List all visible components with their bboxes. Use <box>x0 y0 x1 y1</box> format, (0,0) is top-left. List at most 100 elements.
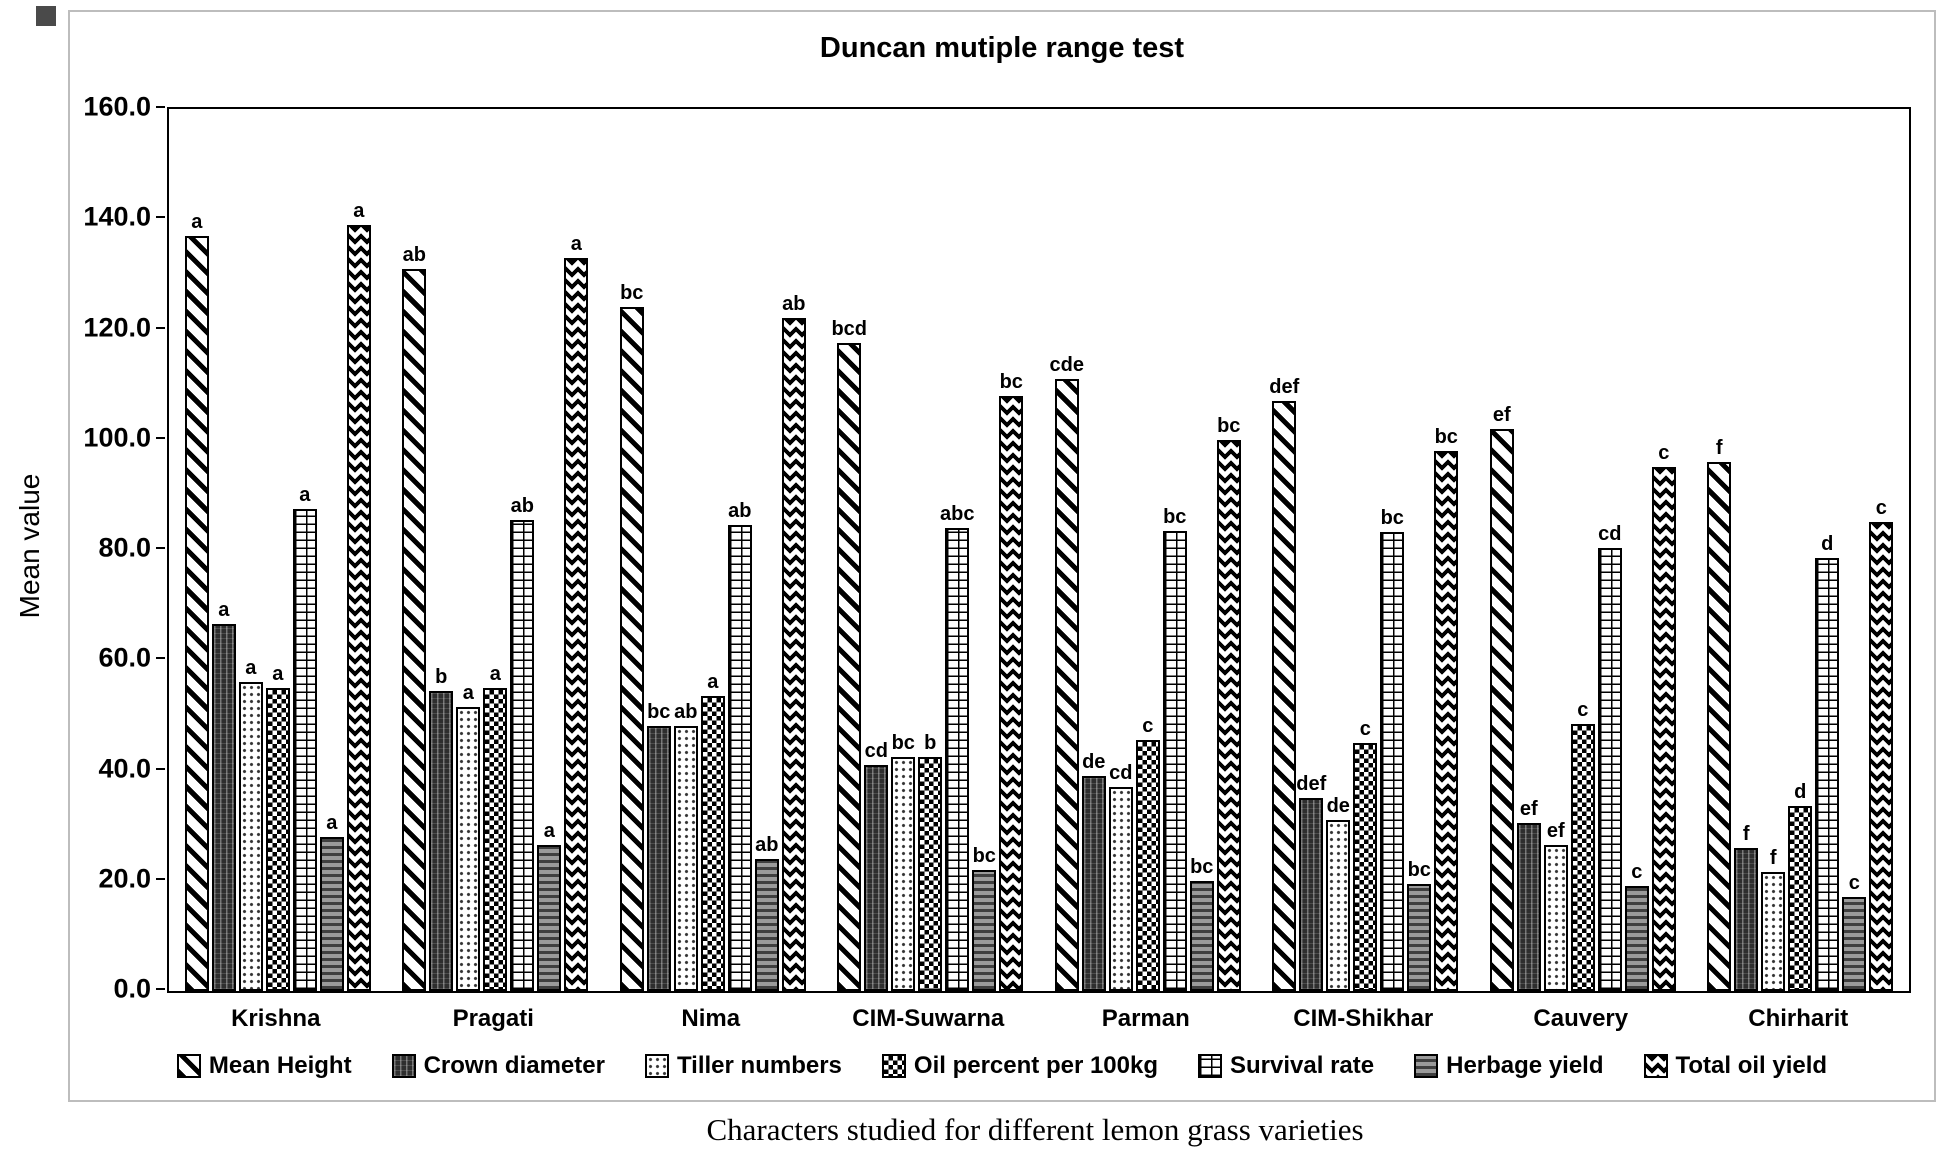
bar-cauvery-survival-rate: cd <box>1597 523 1622 991</box>
bar-parman-total-oil-yield: bc <box>1216 415 1241 991</box>
y-tick-mark <box>156 767 165 770</box>
legend-item-survival-rate: Survival rate <box>1198 1052 1374 1080</box>
y-tick-label: 140.0 <box>83 201 151 232</box>
significance-letter: a <box>299 483 311 506</box>
bar-nima-survival-rate: ab <box>727 500 752 991</box>
bar-pragati-herbage-yield: a <box>537 820 562 991</box>
bar-group-cauvery: ef ef ef c cd c c <box>1474 109 1692 991</box>
category-label-cauvery: Cauvery <box>1533 1005 1629 1032</box>
bar-cim-shikhar-survival-rate: bc <box>1380 507 1405 991</box>
bar-chirharit-mean-height: f <box>1707 437 1732 991</box>
bar-parman-herbage-yield: bc <box>1189 856 1214 991</box>
significance-letter: bc <box>891 731 915 754</box>
plot-area: a a a a a a a ab b a a ab a a bc bc ab a ab ab ab bcd cd bc b abc… <box>167 107 1911 993</box>
bar-group-cim-suwarna: bcd cd bc b abc bc bc <box>822 109 1040 991</box>
bar-chirharit-total-oil-yield: c <box>1869 497 1894 991</box>
bar-nima-crown-diameter: bc <box>646 701 671 991</box>
bar-pragati-oil-percent-per-100kg: a <box>483 663 508 991</box>
significance-letter: a <box>462 682 474 705</box>
bar-pragati-mean-height: ab <box>402 244 427 991</box>
bar-parman-survival-rate: bc <box>1162 506 1187 991</box>
bar-cim-shikhar-oil-percent-per-100kg: c <box>1353 718 1378 991</box>
significance-letter: cd <box>1598 523 1622 546</box>
y-tick-mark <box>156 547 165 549</box>
significance-letter: ab <box>510 494 534 517</box>
legend-swatch-herbage-yield-icon <box>1414 1054 1439 1078</box>
chart-frame: Duncan mutiple range test 0.0 20.0 40.0 60.… <box>68 10 1936 1102</box>
y-tick-mark <box>156 657 165 660</box>
bar-cauvery-mean-height: ef <box>1489 404 1514 991</box>
significance-letter: f <box>1769 847 1777 870</box>
legend-swatch-oil-percent-per-100kg-icon <box>881 1054 906 1078</box>
y-axis: 0.0 20.0 40.0 60.0 80.0 100.0 120.0 140.0 160.0 <box>70 92 165 1004</box>
bar-cim-suwarna-mean-height: bcd <box>831 318 867 991</box>
bar-nima-mean-height: bc <box>619 282 644 991</box>
bar-pragati-crown-diameter: b <box>429 666 454 991</box>
bar-cim-suwarna-total-oil-yield: bc <box>999 371 1024 991</box>
bar-krishna-total-oil-yield: a <box>346 200 371 991</box>
bar-cauvery-total-oil-yield: c <box>1651 442 1676 991</box>
significance-letter: bc <box>1407 858 1431 881</box>
significance-letter: b <box>924 731 937 754</box>
significance-letter: f <box>1742 822 1750 845</box>
legend-label: Herbage yield <box>1446 1052 1604 1079</box>
bar-parman-mean-height: cde <box>1050 354 1084 991</box>
bar-pragati-survival-rate: ab <box>510 495 535 991</box>
chart-title: Duncan mutiple range test <box>819 32 1185 64</box>
significance-letter: abc <box>940 502 975 525</box>
significance-letter: bc <box>999 370 1023 393</box>
bar-cauvery-tiller-numbers: ef <box>1543 820 1568 991</box>
significance-letter: a <box>272 662 284 685</box>
bar-nima-total-oil-yield: ab <box>781 293 806 991</box>
significance-letter: cde <box>1049 354 1084 377</box>
category-label-cim-suwarna: CIM-Suwarna <box>852 1005 1005 1032</box>
category-label-parman: Parman <box>1101 1005 1190 1032</box>
legend-swatch-crown-diameter-icon <box>391 1054 416 1078</box>
bar-cim-suwarna-tiller-numbers: bc <box>891 732 916 991</box>
significance-letter: bc <box>647 701 671 724</box>
legend-item-herbage-yield: Herbage yield <box>1414 1052 1604 1080</box>
legend-label: Crown diameter <box>423 1052 605 1079</box>
bar-chirharit-survival-rate: d <box>1815 533 1840 991</box>
bar-chirharit-herbage-yield: c <box>1842 872 1867 991</box>
legend: Mean Height Crown diameter Tiller numbers O… <box>70 1052 1934 1080</box>
legend-label: Mean Height <box>208 1052 352 1079</box>
y-axis-title: Mean value <box>14 473 45 619</box>
significance-letter: bc <box>972 844 996 867</box>
significance-letter: d <box>1821 533 1834 556</box>
legend-label: Survival rate <box>1230 1052 1375 1079</box>
bar-krishna-crown-diameter: a <box>211 599 236 991</box>
significance-letter: bc <box>1163 505 1187 528</box>
significance-letter: ab <box>402 243 426 266</box>
bar-parman-oil-percent-per-100kg: c <box>1135 715 1160 991</box>
significance-letter: c <box>1875 497 1887 520</box>
bar-group-nima: bc bc ab a ab ab ab <box>604 109 822 991</box>
x-axis-category-labels: Krishna Pragati Nima CIM-Suwarna Parman CIM-S… <box>167 997 1907 1037</box>
significance-letter: bcd <box>831 318 868 341</box>
x-axis-caption: Characters studied for different lemon g… <box>706 1112 1364 1147</box>
significance-letter: a <box>543 819 555 842</box>
bar-krishna-herbage-yield: a <box>319 812 344 991</box>
bar-cim-shikhar-mean-height: def <box>1269 376 1299 991</box>
bar-chirharit-tiller-numbers: f <box>1761 847 1786 991</box>
y-tick-mark <box>156 988 165 990</box>
significance-letter: c <box>1848 872 1860 895</box>
bar-group-cim-shikhar: def def de c bc bc bc <box>1257 109 1475 991</box>
legend-swatch-tiller-numbers-icon <box>644 1054 669 1078</box>
significance-letter: a <box>245 657 257 680</box>
y-tick-mark <box>156 877 165 880</box>
legend-item-tiller-numbers: Tiller numbers <box>644 1052 842 1080</box>
significance-letter: d <box>1794 781 1807 804</box>
significance-letter: a <box>191 210 203 233</box>
corner-artifact <box>36 6 56 26</box>
significance-letter: f <box>1715 436 1723 459</box>
bar-parman-crown-diameter: de <box>1081 751 1106 991</box>
bar-cim-shikhar-herbage-yield: bc <box>1407 859 1432 991</box>
significance-letter: a <box>353 199 365 222</box>
legend-item-total-oil-yield: Total oil yield <box>1643 1052 1827 1080</box>
significance-letter: bc <box>1380 506 1404 529</box>
bar-cauvery-oil-percent-per-100kg: c <box>1570 699 1595 991</box>
y-tick-label: 40.0 <box>98 753 151 783</box>
significance-letter: c <box>1577 698 1589 721</box>
